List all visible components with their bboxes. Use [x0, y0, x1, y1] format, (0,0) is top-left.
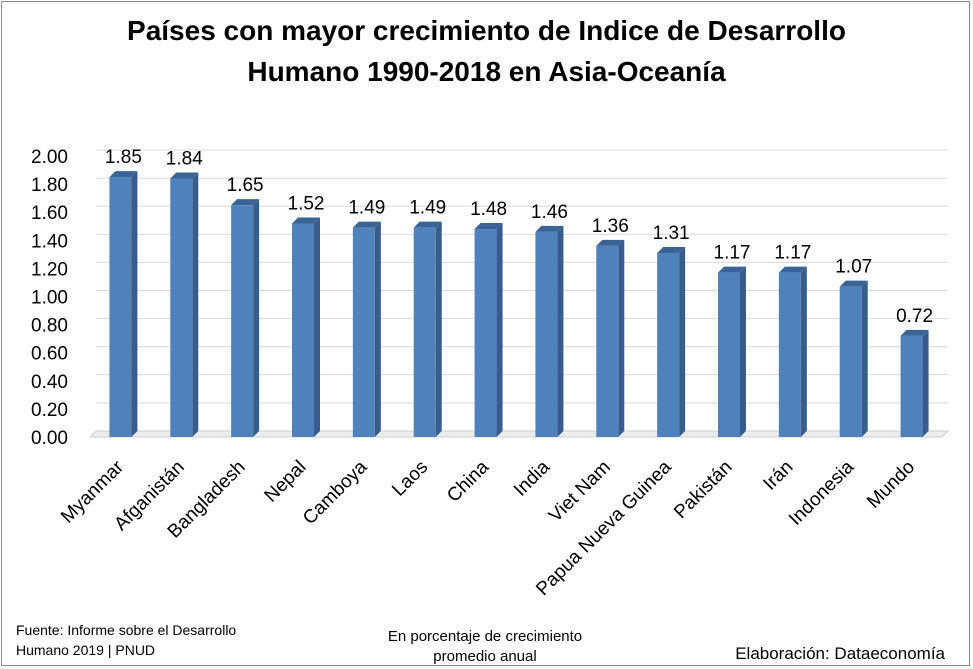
bar-top — [231, 199, 260, 206]
category-label: China — [443, 456, 493, 506]
bar-top — [292, 217, 320, 224]
chart-title: Países con mayor crecimiento de Indice d… — [0, 10, 973, 92]
bar-side — [557, 225, 564, 437]
bar — [839, 286, 862, 437]
data-label: 1.17 — [714, 243, 751, 264]
bar-side — [314, 217, 320, 437]
bar — [231, 205, 254, 437]
data-label: 1.46 — [531, 202, 568, 223]
bar-side — [618, 239, 625, 437]
unit-line-2: promedio anual — [433, 648, 537, 665]
bar-top — [657, 246, 686, 253]
source-note: Fuente: Informe sobre el Desarrollo Huma… — [16, 620, 276, 660]
bar — [535, 231, 558, 437]
bar-side — [253, 199, 260, 437]
data-label: 1.48 — [470, 199, 507, 220]
y-tick-label: 1.20 — [31, 259, 68, 280]
bar-top — [352, 221, 381, 228]
bar — [292, 223, 314, 437]
bar — [170, 178, 193, 438]
chart-title-line-1: Países con mayor crecimiento de Indice d… — [127, 15, 846, 46]
data-label: 1.84 — [166, 148, 203, 169]
data-label: 1.31 — [653, 223, 690, 244]
credit-note: Elaboración: Dataeconomía — [735, 644, 945, 663]
bar-side — [861, 280, 868, 437]
y-tick-label: 0.60 — [31, 344, 68, 365]
bar-side — [740, 266, 746, 437]
bar-top — [109, 171, 138, 178]
y-tick-label: 2.00 — [31, 147, 68, 168]
data-label: 1.85 — [105, 147, 142, 168]
bar-side — [496, 223, 503, 437]
bar-top — [596, 239, 625, 246]
y-tick-label: 1.80 — [31, 175, 68, 196]
category-label: India — [510, 456, 554, 500]
bar — [109, 177, 132, 437]
bar-side — [374, 221, 381, 437]
data-label: 1.49 — [409, 198, 446, 219]
chart-floor — [88, 430, 950, 438]
bar-top — [900, 329, 929, 336]
bar-top — [778, 266, 807, 273]
y-tick-label: 0.00 — [31, 428, 68, 449]
category-label: Indonesia — [785, 456, 858, 529]
source-line-2: Humano 2019 | PNUD — [16, 642, 156, 658]
category-label: Laos — [388, 457, 432, 501]
bar-side — [679, 246, 686, 437]
bar-side — [435, 221, 442, 437]
bar — [413, 227, 436, 437]
bar — [596, 245, 619, 437]
unit-line-1: En porcentaje de crecimiento — [387, 628, 583, 645]
bar-side — [800, 266, 807, 437]
bar — [657, 252, 680, 437]
category-label: Irán — [759, 457, 797, 495]
bar-side — [192, 172, 199, 438]
bar-top — [718, 266, 746, 273]
category-label: Mundo — [863, 457, 919, 513]
data-label: 1.65 — [227, 175, 264, 196]
category-label: Camboya — [299, 456, 372, 529]
unit-note: En porcentaje de crecimiento promedio an… — [360, 627, 610, 667]
category-label: Pakistán — [670, 457, 736, 523]
bar-top — [170, 172, 199, 179]
bar-top — [839, 280, 868, 287]
y-tick-label: 0.20 — [31, 400, 68, 421]
bar-side — [922, 329, 929, 437]
bar-top — [474, 223, 503, 230]
y-tick-label: 1.60 — [31, 203, 68, 224]
bar-side — [131, 171, 138, 437]
y-tick-label: 1.40 — [31, 231, 68, 252]
bar — [900, 335, 923, 437]
source-line-1: Fuente: Informe sobre el Desarrollo — [16, 622, 237, 638]
bar-top — [413, 221, 442, 228]
chart-title-line-2: Humano 1990-2018 en Asia-Oceanía — [247, 56, 726, 87]
bar-top — [535, 225, 564, 232]
bar — [352, 227, 375, 437]
data-label: 1.17 — [774, 243, 811, 264]
data-label: 0.72 — [896, 306, 933, 327]
data-label: 1.49 — [348, 198, 385, 219]
y-tick-label: 0.80 — [31, 316, 68, 337]
y-tick-label: 1.00 — [31, 288, 68, 309]
y-tick-label: 0.40 — [31, 372, 68, 393]
data-label: 1.07 — [835, 257, 872, 278]
data-label: 1.52 — [288, 193, 325, 214]
bar — [718, 272, 740, 437]
bar — [474, 229, 497, 437]
data-label: 1.36 — [592, 216, 629, 237]
category-label: Nepal — [261, 457, 311, 507]
bar — [778, 272, 801, 437]
